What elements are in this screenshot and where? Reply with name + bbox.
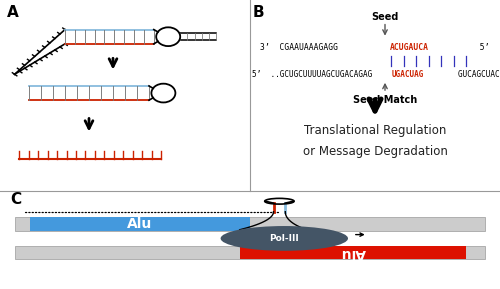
Circle shape xyxy=(220,226,348,251)
Text: Seed Match: Seed Match xyxy=(353,95,417,105)
Text: 3’  CGAAUAAAGAGG: 3’ CGAAUAAAGAGG xyxy=(260,43,338,53)
Text: ACUGAUCA: ACUGAUCA xyxy=(390,43,429,53)
Text: 5’: 5’ xyxy=(470,43,490,53)
FancyBboxPatch shape xyxy=(15,246,485,260)
Text: B: B xyxy=(252,5,264,20)
Text: Seed: Seed xyxy=(372,12,398,22)
FancyBboxPatch shape xyxy=(15,217,485,231)
Text: Translational Regulation: Translational Regulation xyxy=(304,124,446,137)
Text: GUCAGCUAC..  3’: GUCAGCUAC.. 3’ xyxy=(458,70,500,79)
Text: Alu: Alu xyxy=(127,217,152,231)
FancyBboxPatch shape xyxy=(240,246,466,260)
Text: Alu: Alu xyxy=(340,246,365,260)
Text: or Message Degradation: or Message Degradation xyxy=(302,145,448,158)
Text: UGACUAG: UGACUAG xyxy=(391,70,424,79)
FancyBboxPatch shape xyxy=(30,217,250,231)
Text: A: A xyxy=(8,5,19,20)
Text: 5’  ..GCUGCUUUUAGCUGACAGAG: 5’ ..GCUGCUUUUAGCUGACAGAG xyxy=(252,70,373,79)
Text: C: C xyxy=(10,192,21,207)
Text: Pol-III: Pol-III xyxy=(270,234,299,243)
